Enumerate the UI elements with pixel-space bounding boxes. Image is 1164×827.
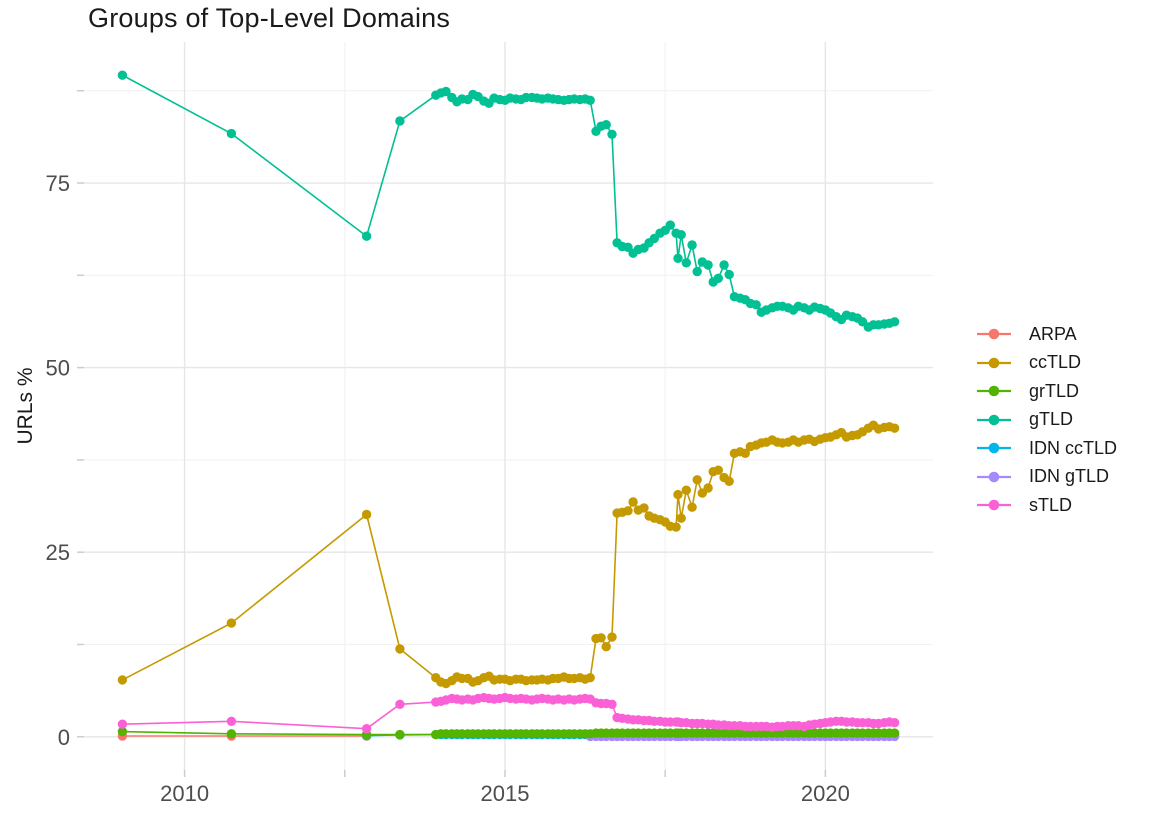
legend-label: ccTLD	[1029, 352, 1082, 373]
data-point	[395, 644, 405, 654]
gridlines	[84, 42, 933, 770]
series-gtld	[117, 70, 900, 332]
data-point	[889, 423, 900, 433]
series-stld	[117, 692, 900, 734]
legend-item-idn-cctld: IDN ccTLD	[976, 434, 1117, 463]
legend-label: sTLD	[1029, 494, 1073, 515]
data-point	[673, 253, 683, 263]
legend-item-stld: sTLD	[976, 491, 1117, 520]
data-point	[596, 633, 606, 643]
y-tick-label: 75	[46, 171, 70, 196]
data-point	[673, 489, 683, 500]
data-point	[226, 618, 237, 628]
legend-key-icon	[977, 471, 1011, 483]
data-point	[681, 485, 691, 495]
data-point	[687, 502, 697, 512]
data-point	[585, 95, 595, 106]
legend-item-arpa: ARPA	[976, 320, 1117, 349]
data-point	[639, 503, 649, 513]
data-point	[687, 240, 697, 250]
data-point	[676, 513, 686, 523]
legend-label: ARPA	[1029, 323, 1077, 344]
y-tick-label: 0	[58, 725, 70, 750]
data-point	[226, 128, 237, 139]
chart-title: Groups of Top-Level Domains	[88, 3, 451, 33]
data-point	[117, 70, 128, 80]
data-point	[601, 120, 611, 130]
data-point	[889, 718, 900, 728]
data-point	[441, 86, 451, 97]
legend-key-icon	[977, 328, 1011, 340]
legend-item-idn-gtld: IDN gTLD	[976, 463, 1117, 492]
legend-key-icon	[977, 385, 1011, 397]
data-point	[607, 129, 617, 139]
legend-key-icon	[977, 357, 1011, 369]
data-point	[601, 642, 611, 652]
x-tick-label: 2010	[160, 781, 209, 806]
legend: ARPA ccTLD grTLD gTLD IDN ccTLD IDN gTLD sTLD	[976, 320, 1117, 520]
data-point	[117, 719, 128, 729]
series-grtld	[117, 726, 900, 740]
x-tick-label: 2020	[801, 781, 850, 806]
data-point	[361, 724, 372, 734]
legend-item-cctld: ccTLD	[976, 349, 1117, 378]
legend-label: gTLD	[1029, 409, 1074, 430]
data-point	[585, 673, 595, 683]
legend-key-icon	[977, 414, 1011, 426]
data-point	[607, 632, 617, 642]
data-point	[226, 729, 237, 739]
data-point	[395, 699, 405, 709]
data-point	[703, 260, 713, 270]
data-point	[713, 273, 723, 283]
data-point	[692, 475, 702, 485]
data-point	[681, 258, 691, 268]
series-cctld	[117, 420, 900, 689]
data-point	[676, 230, 686, 240]
legend-item-grtld: grTLD	[976, 377, 1117, 406]
legend-label: IDN gTLD	[1029, 466, 1110, 487]
data-point	[117, 675, 128, 685]
data-point	[361, 509, 372, 520]
data-point	[889, 728, 900, 738]
data-point	[361, 231, 372, 241]
x-tick-label: 2015	[480, 781, 529, 806]
data-point	[703, 483, 713, 493]
data-point	[740, 448, 750, 458]
y-tick-label: 50	[46, 356, 70, 381]
legend-key-icon	[977, 442, 1011, 454]
data-point	[713, 465, 723, 475]
data-point	[665, 220, 675, 230]
data-point	[623, 506, 633, 516]
y-tick-label: 25	[46, 540, 70, 565]
data-point	[226, 716, 237, 726]
data-point	[724, 476, 734, 486]
data-point	[671, 522, 681, 532]
data-point	[724, 269, 734, 280]
data-point	[395, 729, 405, 740]
legend-key-icon	[977, 499, 1011, 511]
axis-labels: 2010 2015 2020 0 25 50 75	[46, 171, 850, 806]
legend-item-gtld: gTLD	[976, 406, 1117, 435]
data-point	[719, 260, 729, 270]
legend-label: grTLD	[1029, 380, 1080, 401]
data-point	[628, 497, 638, 507]
data-point	[692, 266, 702, 277]
data-point	[607, 699, 617, 709]
data-point	[117, 726, 128, 737]
axis-ticks	[77, 89, 827, 777]
series-line	[121, 74, 896, 328]
data-point	[751, 300, 761, 310]
legend-label: IDN ccTLD	[1029, 437, 1118, 458]
data-point	[395, 116, 405, 126]
data-point	[889, 317, 900, 327]
